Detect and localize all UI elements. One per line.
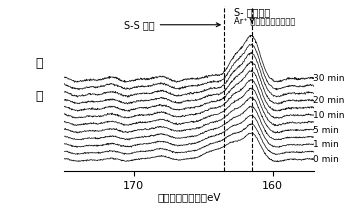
Text: S-S 結合: S-S 結合 bbox=[124, 20, 220, 30]
Text: 1 min: 1 min bbox=[313, 140, 339, 149]
X-axis label: 結合エネルギー　eV: 結合エネルギー eV bbox=[158, 192, 221, 202]
Text: S- 金属結合: S- 金属結合 bbox=[234, 7, 270, 23]
Text: 30 min: 30 min bbox=[313, 74, 344, 83]
Text: Ar⁺ スパッタリング時間: Ar⁺ スパッタリング時間 bbox=[234, 16, 295, 25]
Text: 20 min: 20 min bbox=[313, 96, 344, 105]
Text: 5 min: 5 min bbox=[313, 126, 339, 135]
Text: 度: 度 bbox=[36, 90, 43, 103]
Text: 0 min: 0 min bbox=[313, 155, 339, 164]
Text: 10 min: 10 min bbox=[313, 111, 344, 120]
Text: 強: 強 bbox=[36, 57, 43, 70]
